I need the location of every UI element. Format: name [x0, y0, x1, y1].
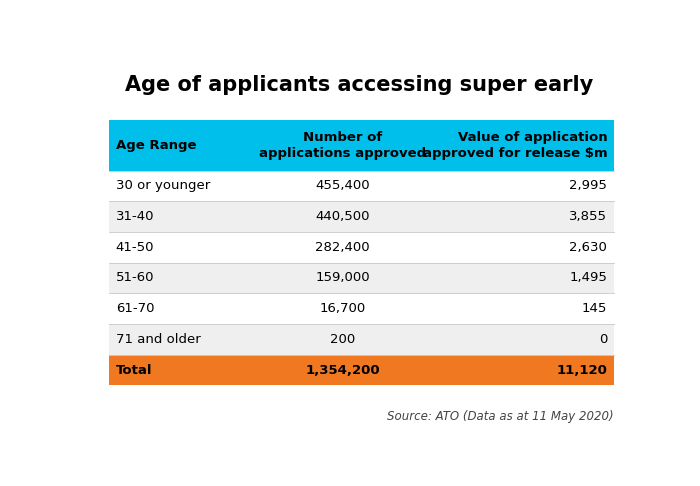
Bar	[109, 201, 253, 232]
Bar	[109, 262, 253, 294]
Text: 31-40: 31-40	[116, 210, 154, 223]
Text: Number of
applications approved: Number of applications approved	[259, 131, 426, 160]
Text: 1,495: 1,495	[569, 272, 607, 284]
Bar	[109, 355, 253, 385]
Bar	[253, 355, 432, 385]
Text: 61-70: 61-70	[116, 302, 154, 315]
Text: Age of applicants accessing super early: Age of applicants accessing super early	[125, 75, 593, 95]
Bar	[432, 232, 614, 262]
Text: 0: 0	[598, 333, 607, 346]
Text: 200: 200	[330, 333, 355, 346]
Bar	[109, 232, 253, 262]
Bar	[109, 171, 253, 201]
Text: 455,400: 455,400	[315, 179, 370, 192]
Text: 30 or younger: 30 or younger	[116, 179, 210, 192]
Bar	[432, 171, 614, 201]
Text: 2,630: 2,630	[569, 241, 607, 254]
Text: 282,400: 282,400	[315, 241, 370, 254]
Bar	[253, 120, 432, 171]
Text: 159,000: 159,000	[315, 272, 370, 284]
Text: Source: ATO (Data as at 11 May 2020): Source: ATO (Data as at 11 May 2020)	[387, 410, 614, 423]
Bar	[253, 201, 432, 232]
Text: 16,700: 16,700	[319, 302, 365, 315]
Text: 145: 145	[582, 302, 607, 315]
Bar	[109, 120, 253, 171]
Bar	[432, 355, 614, 385]
Bar	[432, 262, 614, 294]
Bar	[253, 324, 432, 355]
Text: 11,120: 11,120	[556, 364, 607, 377]
Text: 3,855: 3,855	[569, 210, 607, 223]
Text: Total: Total	[116, 364, 152, 377]
Text: Value of application
approved for release $m: Value of application approved for releas…	[423, 131, 607, 160]
Text: 71 and older: 71 and older	[116, 333, 200, 346]
Text: 440,500: 440,500	[315, 210, 370, 223]
Bar	[253, 171, 432, 201]
Text: 51-60: 51-60	[116, 272, 154, 284]
Bar	[109, 294, 253, 324]
Text: 2,995: 2,995	[569, 179, 607, 192]
Text: 1,354,200: 1,354,200	[305, 364, 380, 377]
Bar	[432, 201, 614, 232]
Text: 41-50: 41-50	[116, 241, 154, 254]
Bar	[432, 324, 614, 355]
Bar	[109, 324, 253, 355]
Text: Age Range: Age Range	[116, 139, 196, 152]
Bar	[253, 294, 432, 324]
Bar	[432, 294, 614, 324]
Bar	[432, 120, 614, 171]
Bar	[253, 262, 432, 294]
Bar	[253, 232, 432, 262]
